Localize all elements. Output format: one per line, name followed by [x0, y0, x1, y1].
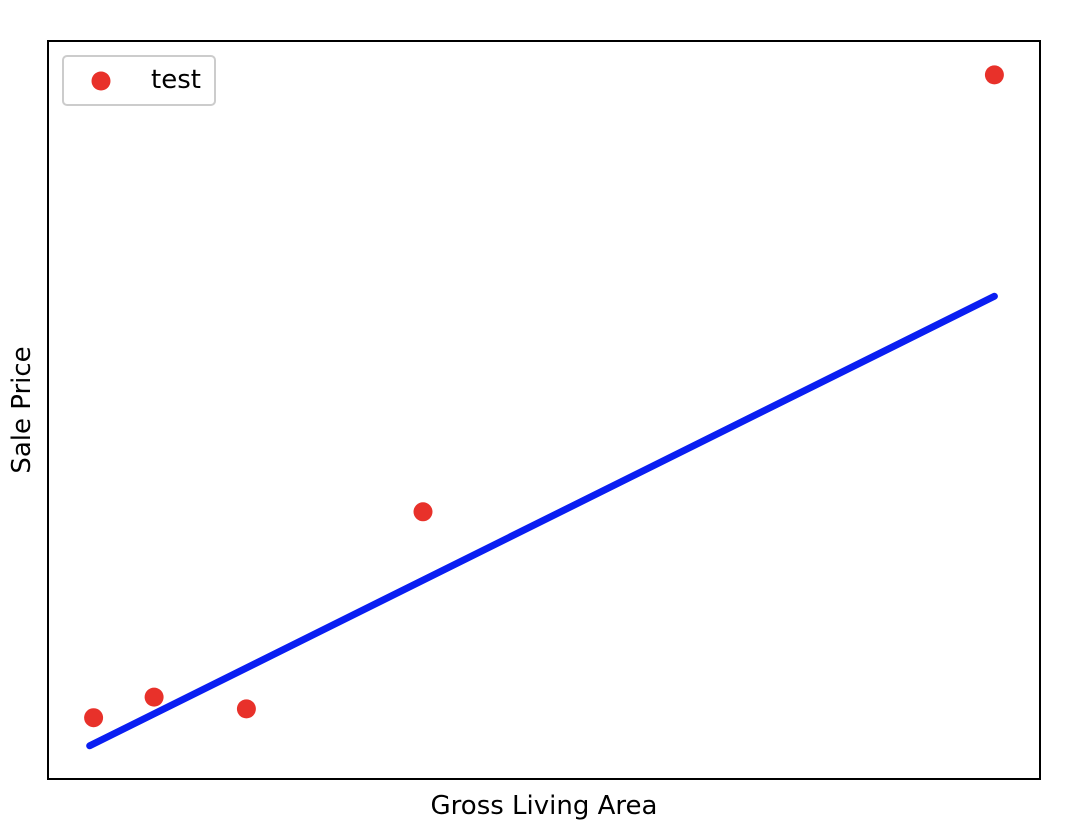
- legend: test: [62, 55, 216, 106]
- regression-line: [86, 292, 998, 750]
- scatter-point: [236, 699, 256, 719]
- y-axis-label: Sale Price: [7, 346, 37, 473]
- legend-marker: [91, 71, 111, 91]
- legend-box: [62, 55, 216, 106]
- legend-entry-label: test: [151, 65, 201, 95]
- scatter-point: [84, 708, 104, 728]
- plot-frame: [47, 40, 1041, 780]
- x-axis-label: Gross Living Area: [431, 791, 658, 821]
- scatter-point: [984, 65, 1004, 85]
- plot-marks: [84, 65, 1004, 750]
- scatter-point: [413, 502, 433, 522]
- scatter-point: [144, 687, 164, 707]
